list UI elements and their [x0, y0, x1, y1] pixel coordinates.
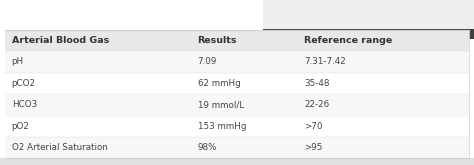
Text: pO2: pO2 [12, 122, 29, 131]
Bar [5, 51, 469, 73]
Bar [5, 137, 469, 158]
Bar [5, 30, 469, 51]
Bar [5, 30, 469, 158]
Text: >70: >70 [304, 122, 323, 131]
Text: HCO3: HCO3 [12, 100, 37, 109]
Text: 19 mmol/L: 19 mmol/L [198, 100, 244, 109]
Text: pCO2: pCO2 [12, 79, 36, 88]
Bar [0, 158, 474, 165]
Text: >95: >95 [304, 143, 323, 152]
Text: 153 mmHg: 153 mmHg [198, 122, 246, 131]
Text: 7.09: 7.09 [198, 57, 217, 66]
Text: 22-26: 22-26 [304, 100, 329, 109]
Text: O2 Arterial Saturation: O2 Arterial Saturation [12, 143, 108, 152]
Text: Reference range: Reference range [304, 36, 392, 45]
Text: 62 mmHg: 62 mmHg [198, 79, 240, 88]
Bar [263, 29, 474, 39]
Text: Arterial Blood Gas: Arterial Blood Gas [12, 36, 109, 45]
Bar [263, 0, 474, 29]
Text: 98%: 98% [198, 143, 217, 152]
Bar [5, 73, 469, 94]
Text: 35-48: 35-48 [304, 79, 330, 88]
Bar [5, 94, 469, 116]
Text: 7.31-7.42: 7.31-7.42 [304, 57, 346, 66]
Bar [5, 115, 469, 137]
Text: Results: Results [198, 36, 237, 45]
Text: pH: pH [12, 57, 24, 66]
